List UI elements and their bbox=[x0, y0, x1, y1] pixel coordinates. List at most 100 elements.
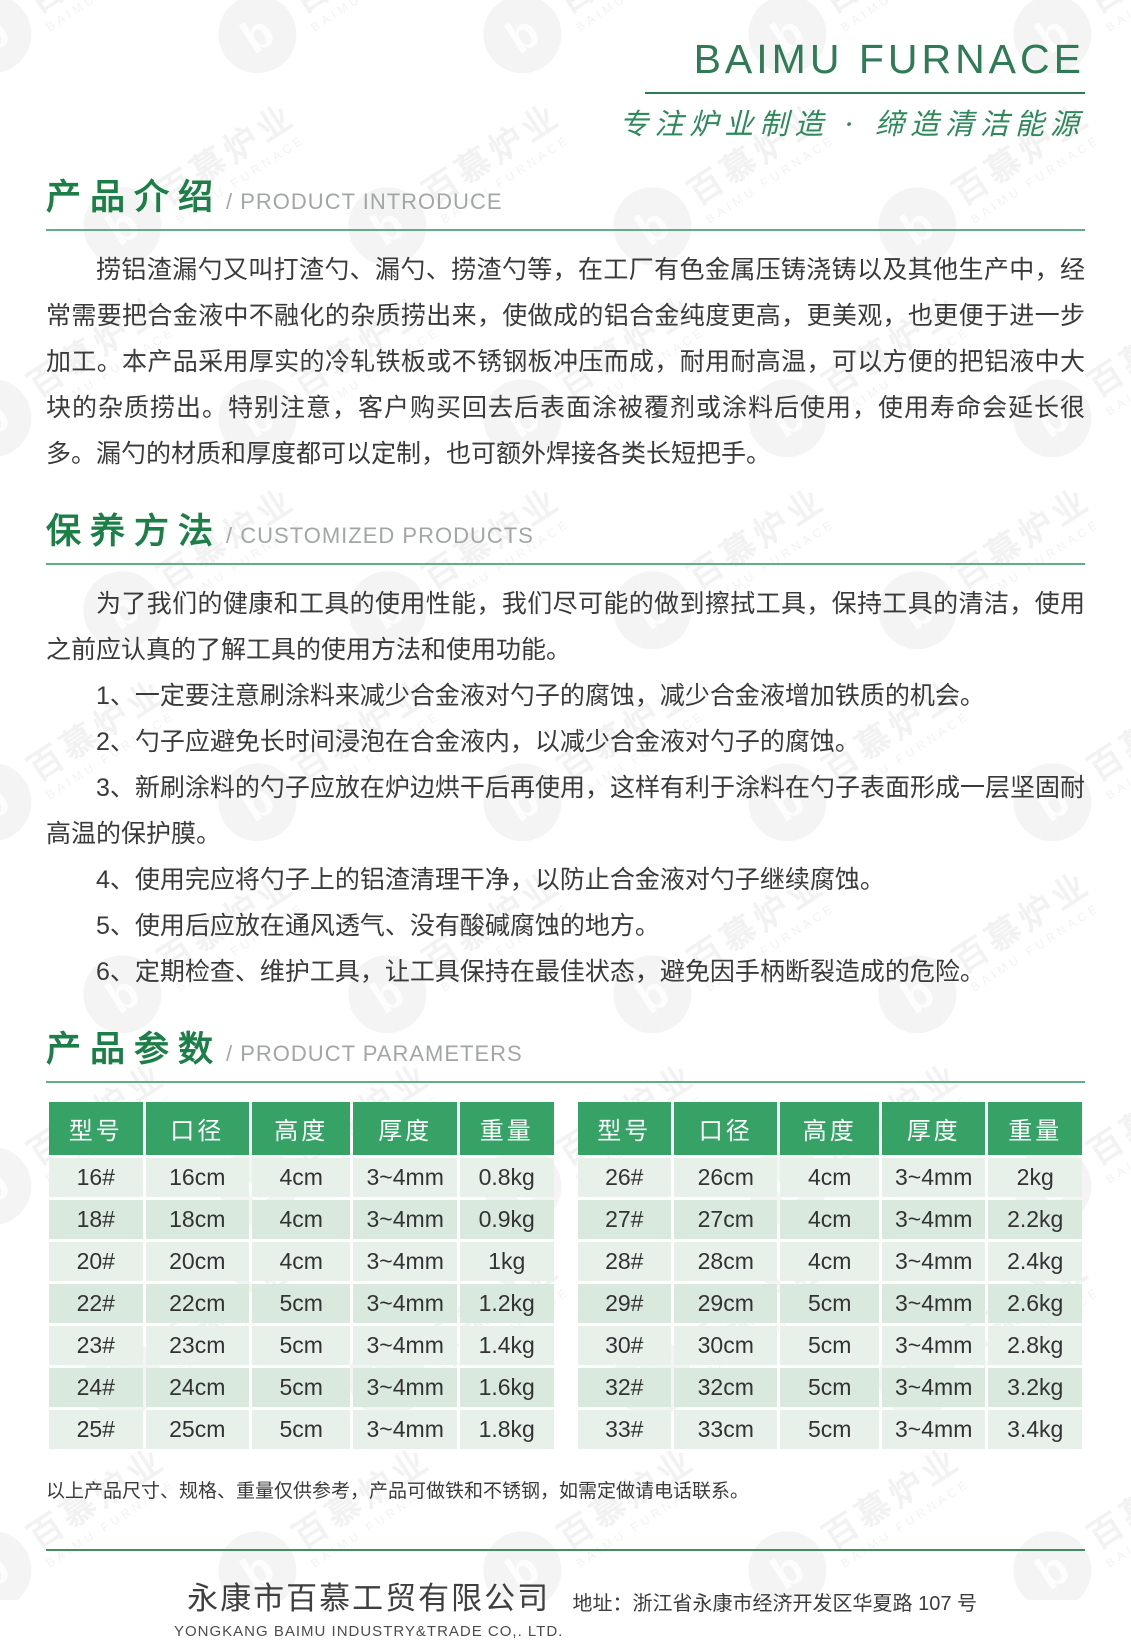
footer-divider bbox=[46, 1549, 1085, 1551]
table-cell: 3~4mm bbox=[881, 1284, 986, 1323]
table-cell: 4cm bbox=[251, 1158, 351, 1197]
company-address: 地址：浙江省永康市经济开发区华夏路 107 号 bbox=[572, 1593, 977, 1615]
section-title-cn: 保养方法 bbox=[46, 512, 223, 551]
company-block: 永康市百慕工贸有限公司 YONGKANG BAIMU INDUSTRY&TRAD… bbox=[174, 1573, 563, 1640]
table-cell: 3.2kg bbox=[988, 1368, 1082, 1407]
table-cell: 28# bbox=[577, 1242, 672, 1281]
brand-underline bbox=[645, 92, 1085, 94]
table-row: 18# 18cm 4cm 3~4mm 0.9kg bbox=[49, 1200, 554, 1239]
table-cell: 3~4mm bbox=[353, 1284, 457, 1323]
section-divider bbox=[46, 563, 1085, 565]
table-cell: 18cm bbox=[145, 1200, 249, 1239]
table-cell: 30# bbox=[577, 1326, 672, 1365]
table-cell: 16cm bbox=[145, 1158, 249, 1197]
table-cell: 27cm bbox=[674, 1200, 778, 1239]
table-cell: 32# bbox=[577, 1368, 672, 1407]
table-cell: 2.8kg bbox=[988, 1326, 1082, 1365]
table-header-cell: 厚度 bbox=[353, 1102, 457, 1155]
table-cell: 4cm bbox=[780, 1200, 879, 1239]
table-row: 26# 26cm 4cm 3~4mm 2kg bbox=[577, 1158, 1082, 1197]
table-cell: 26cm bbox=[674, 1158, 778, 1197]
table-header-cell: 型号 bbox=[577, 1102, 672, 1155]
table-row: 23# 23cm 5cm 3~4mm 1.4kg bbox=[49, 1326, 554, 1365]
table-header-row: 型号 口径 高度 厚度 重量 bbox=[49, 1102, 554, 1155]
table-row: 24# 24cm 5cm 3~4mm 1.6kg bbox=[49, 1368, 554, 1407]
table-cell: 0.8kg bbox=[459, 1158, 554, 1197]
section-title-cn: 产品介绍 bbox=[46, 178, 223, 217]
table-cell: 3~4mm bbox=[353, 1410, 457, 1449]
table-row: 25# 25cm 5cm 3~4mm 1.8kg bbox=[49, 1410, 554, 1449]
table-cell: 1.8kg bbox=[459, 1410, 554, 1449]
maintenance-item-6: 6、定期检查、维护工具，让工具保持在最佳状态，避免因手柄断裂造成的危险。 bbox=[96, 958, 985, 986]
table-cell: 5cm bbox=[251, 1326, 351, 1365]
table-cell: 24# bbox=[49, 1368, 143, 1407]
table-cell: 3~4mm bbox=[353, 1368, 457, 1407]
table-cell: 3~4mm bbox=[881, 1410, 986, 1449]
section-title: 产品参数 / PRODUCT PARAMETERS bbox=[46, 1021, 1085, 1072]
section-title: 保养方法 / CUSTOMIZED PRODUCTS bbox=[46, 503, 1085, 554]
table-cell: 33cm bbox=[674, 1410, 778, 1449]
table-cell: 2kg bbox=[988, 1158, 1082, 1197]
company-name-cn: 永康市百慕工贸有限公司 bbox=[187, 1581, 551, 1616]
table-cell: 1.4kg bbox=[459, 1326, 554, 1365]
table-cell: 22# bbox=[49, 1284, 143, 1323]
table-row: 28# 28cm 4cm 3~4mm 2.4kg bbox=[577, 1242, 1082, 1281]
table-cell: 3~4mm bbox=[881, 1200, 986, 1239]
table-cell: 3~4mm bbox=[353, 1326, 457, 1365]
table-cell: 3~4mm bbox=[353, 1158, 457, 1197]
table-cell: 26# bbox=[577, 1158, 672, 1197]
table-row: 29# 29cm 5cm 3~4mm 2.6kg bbox=[577, 1284, 1082, 1323]
table-cell: 0.9kg bbox=[459, 1200, 554, 1239]
table-header-cell: 口径 bbox=[674, 1102, 778, 1155]
table-cell: 3~4mm bbox=[881, 1326, 986, 1365]
table-cell: 18# bbox=[49, 1200, 143, 1239]
section-maintenance: 保养方法 / CUSTOMIZED PRODUCTS 为了我们的健康和工具的使用… bbox=[46, 503, 1085, 995]
table-row: 22# 22cm 5cm 3~4mm 1.2kg bbox=[49, 1284, 554, 1323]
table-row: 32# 32cm 5cm 3~4mm 3.2kg bbox=[577, 1368, 1082, 1407]
table-cell: 1.2kg bbox=[459, 1284, 554, 1323]
table-cell: 23cm bbox=[145, 1326, 249, 1365]
table-cell: 33# bbox=[577, 1410, 672, 1449]
table-header-row: 型号 口径 高度 厚度 重量 bbox=[577, 1102, 1082, 1155]
company-name-en: YONGKANG BAIMU INDUSTRY&TRADE CO,. LTD. bbox=[174, 1623, 564, 1640]
maintenance-item-2: 2、勺子应避免长时间浸泡在合金液内，以减少合金液对勺子的腐蚀。 bbox=[96, 728, 860, 756]
table-cell: 25cm bbox=[145, 1410, 249, 1449]
table-cell: 30cm bbox=[674, 1326, 778, 1365]
table-cell: 4cm bbox=[251, 1200, 351, 1239]
table-cell: 3~4mm bbox=[353, 1242, 457, 1281]
table-cell: 3.4kg bbox=[988, 1410, 1082, 1449]
table-header-cell: 厚度 bbox=[881, 1102, 986, 1155]
table-cell: 5cm bbox=[780, 1284, 879, 1323]
table-header-cell: 高度 bbox=[251, 1102, 351, 1155]
table-cell: 4cm bbox=[780, 1158, 879, 1197]
table-cell: 3~4mm bbox=[881, 1242, 986, 1281]
table-row: 27# 27cm 4cm 3~4mm 2.2kg bbox=[577, 1200, 1082, 1239]
table-cell: 16# bbox=[49, 1158, 143, 1197]
table-cell: 4cm bbox=[780, 1242, 879, 1281]
table-cell: 3~4mm bbox=[353, 1200, 457, 1239]
table-cell: 20# bbox=[49, 1242, 143, 1281]
section-title-en: / PRODUCT INTRODUCE bbox=[226, 189, 503, 214]
table-cell: 3~4mm bbox=[881, 1158, 986, 1197]
parameters-note: 以上产品尺寸、规格、重量仅供参考，产品可做铁和不锈钢，如需定做请电话联系。 bbox=[46, 1481, 750, 1502]
table-header-cell: 重量 bbox=[988, 1102, 1082, 1155]
table-cell: 5cm bbox=[251, 1284, 351, 1323]
section-title: 产品介绍 / PRODUCT INTRODUCE bbox=[46, 169, 1085, 220]
table-row: 16# 16cm 4cm 3~4mm 0.8kg bbox=[49, 1158, 554, 1197]
table-cell: 23# bbox=[49, 1326, 143, 1365]
table-header-cell: 高度 bbox=[780, 1102, 879, 1155]
section-title-en: / PRODUCT PARAMETERS bbox=[226, 1041, 523, 1066]
maintenance-item-4: 4、使用完应将勺子上的铝渣清理干净，以防止合金液对勺子继续腐蚀。 bbox=[96, 866, 885, 894]
page-footer: 永康市百慕工贸有限公司 YONGKANG BAIMU INDUSTRY&TRAD… bbox=[46, 1549, 1085, 1640]
table-cell: 5cm bbox=[251, 1368, 351, 1407]
spec-table-left: 型号 口径 高度 厚度 重量 16# 16cm 4cm 3~4mm 0.8kg 18# 18cm 4c… bbox=[46, 1099, 557, 1452]
section-product-introduce: 产品介绍 / PRODUCT INTRODUCE 捞铝渣漏勺又叫打渣勺、漏勺、捞… bbox=[46, 169, 1085, 477]
table-cell: 1kg bbox=[459, 1242, 554, 1281]
table-cell: 4cm bbox=[251, 1242, 351, 1281]
maintenance-item-5: 5、使用后应放在通风透气、没有酸碱腐蚀的地方。 bbox=[96, 912, 660, 940]
section-divider bbox=[46, 1081, 1085, 1083]
table-cell: 25# bbox=[49, 1410, 143, 1449]
page: BAIMU FURNACE 专注炉业制造 · 缔造清洁能源 产品介绍 / PRO… bbox=[46, 36, 1085, 1640]
brand-logo-text: BAIMU FURNACE bbox=[693, 36, 1085, 82]
intro-paragraph: 捞铝渣漏勺又叫打渣勺、漏勺、捞渣勺等，在工厂有色金属压铸浇铸以及其他生产中，经常… bbox=[46, 256, 1085, 468]
